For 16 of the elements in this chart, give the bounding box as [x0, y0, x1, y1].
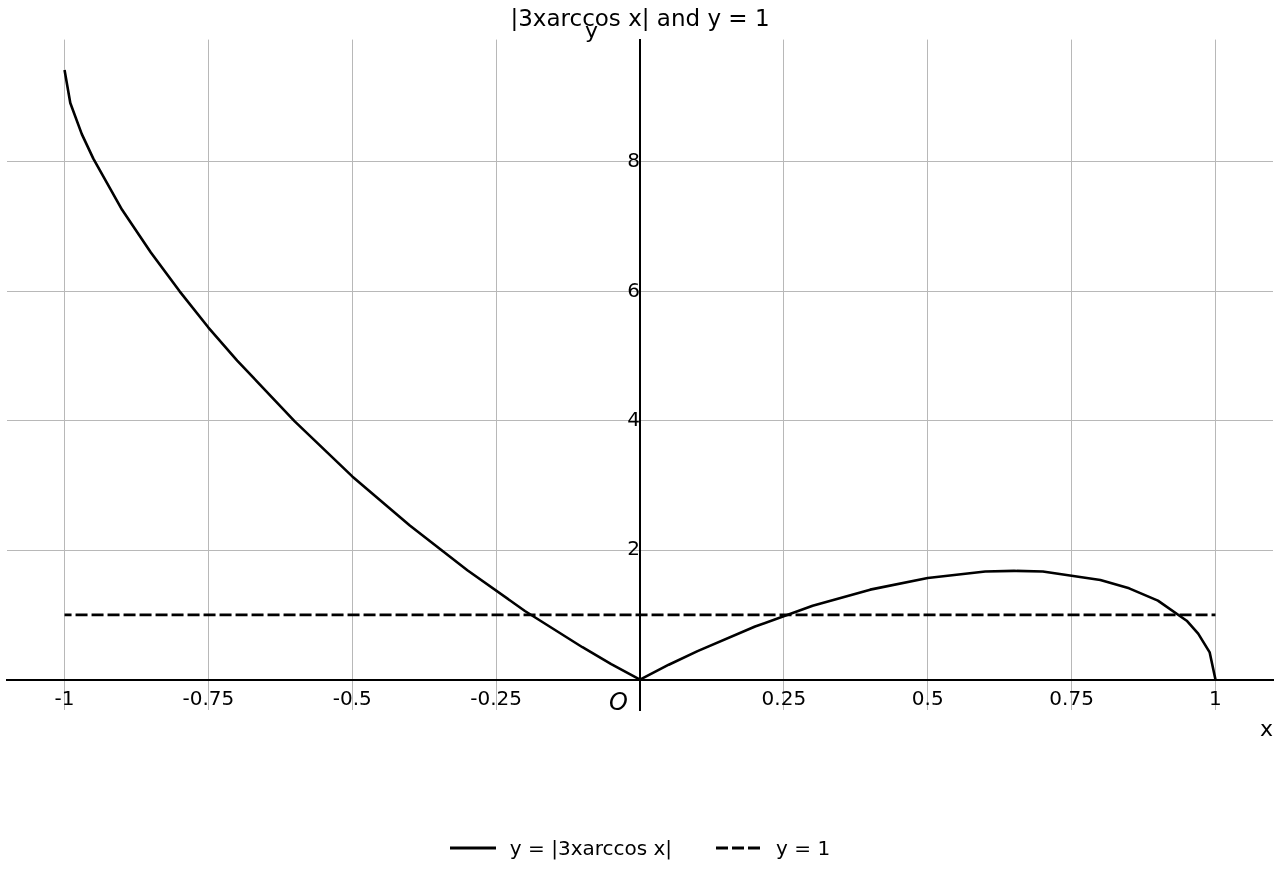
x-tick-label: -1: [54, 685, 75, 710]
y-tick-label: 4: [627, 406, 640, 431]
x-tick-label: -0.5: [332, 685, 372, 710]
y-tick-label: 8: [627, 148, 640, 173]
x-axis-title: x: [1259, 716, 1273, 742]
y-tick-label: 6: [627, 277, 640, 302]
x-tick-label: -0.75: [182, 685, 235, 710]
legend-label: y = 1: [776, 836, 831, 860]
x-tick-label: 1: [1209, 685, 1222, 710]
annotation: O: [609, 687, 628, 716]
x-tick-label: 0.5: [911, 685, 944, 710]
legend-label: y = |3xarccos x|: [509, 836, 673, 860]
y-tick-label: 2: [627, 536, 640, 561]
x-tick-label: 0.75: [1049, 685, 1094, 710]
x-tick-label: 0.25: [761, 685, 807, 710]
x-tick-label: -0.25: [470, 685, 523, 710]
